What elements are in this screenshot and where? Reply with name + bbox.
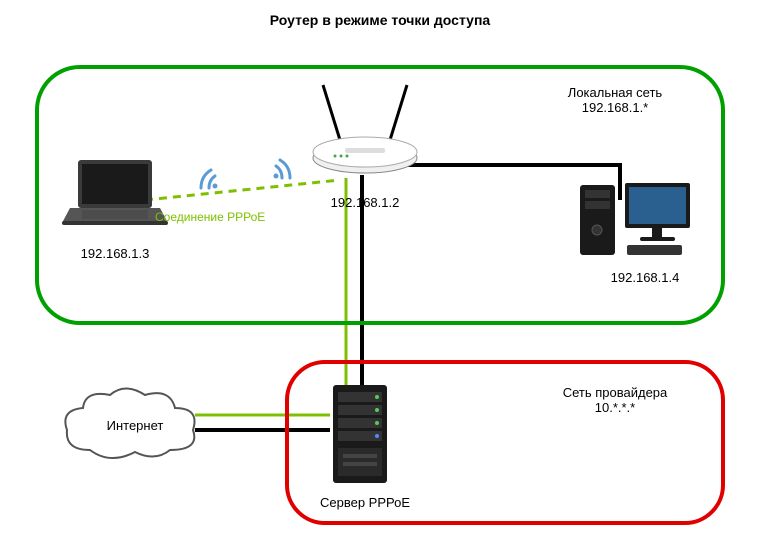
- pc-ip: 192.168.1.4: [595, 270, 695, 285]
- laptop-ip: 192.168.1.3: [60, 246, 170, 261]
- cloud-label: Интернет: [95, 418, 175, 433]
- wifi-wave-icon: [258, 150, 296, 189]
- server-label: Сервер РРРоЕ: [310, 495, 420, 510]
- server-icon: [325, 380, 395, 495]
- lan-title: Локальная сеть 192.168.1.*: [540, 85, 690, 115]
- lan-title-line2: 192.168.1.*: [582, 100, 649, 115]
- diagram-title: Роутер в режиме точки доступа: [0, 12, 760, 28]
- pppoe-connection-label: Соединение РРРоЕ: [155, 210, 265, 224]
- wifi-wave-icon: [195, 160, 233, 199]
- router-ip: 192.168.1.2: [315, 195, 415, 210]
- lan-title-line1: Локальная сеть: [568, 85, 662, 100]
- pc-icon: [575, 175, 695, 265]
- laptop-icon: [60, 155, 170, 235]
- isp-title-line2: 10.*.*.*: [595, 400, 635, 415]
- isp-title-line1: Сеть провайдера: [563, 385, 668, 400]
- isp-title: Сеть провайдера 10.*.*.*: [540, 385, 690, 415]
- router-icon: [305, 80, 425, 185]
